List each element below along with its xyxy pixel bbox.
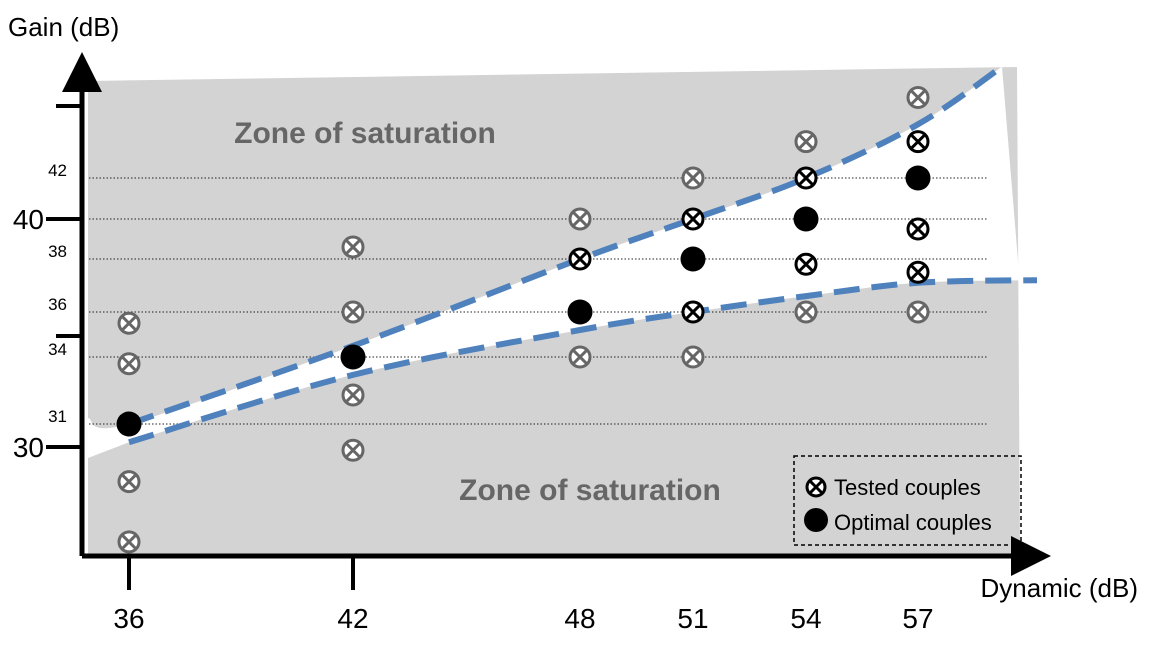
tested-marker-cross (685, 304, 701, 320)
tested-couple-marker (117, 352, 141, 376)
tested-marker-cross (910, 134, 926, 149)
tested-marker-cross (798, 170, 814, 186)
legend-label-tested: Tested couples (834, 475, 981, 500)
tested-couple-marker (568, 207, 592, 231)
optimal-couple-marker (116, 411, 142, 437)
tested-marker-cross (798, 134, 814, 149)
upper-boundary-curve (128, 64, 1004, 427)
tested-couple-marker (681, 300, 705, 324)
tested-couple-marker (906, 300, 930, 324)
tested-couple-marker (794, 300, 818, 324)
tested-couple-marker (906, 260, 930, 284)
tested-marker-cross (345, 304, 361, 320)
tested-couple-marker (681, 345, 705, 369)
zone-label-bottom: Zone of saturation (459, 474, 721, 507)
x-axis-title: Dynamic (dB) (981, 573, 1138, 603)
x-tick-label: 36 (113, 603, 144, 634)
tested-couple-marker (681, 166, 705, 190)
tested-couple-marker (117, 311, 141, 335)
tested-couple-marker (341, 235, 365, 259)
y-axis-title: Gain (dB) (8, 12, 119, 42)
tested-marker-cross (685, 349, 701, 365)
tested-marker-cross (798, 257, 814, 272)
tested-couple-marker (794, 166, 818, 190)
optimal-couple-marker (905, 165, 931, 191)
legend-tested-symbol (805, 476, 827, 498)
tested-couple-marker (568, 247, 592, 271)
feasible-region (88, 66, 1037, 459)
y-major-tick-label: 40 (13, 204, 44, 235)
tested-marker-cross (345, 239, 361, 255)
legend-optimal-symbol (804, 508, 828, 532)
x-tick-label: 42 (337, 603, 368, 634)
legend-tested-cross (809, 480, 823, 494)
y-minor-tick-label: 36 (48, 295, 67, 314)
optimal-couple-marker (340, 344, 366, 370)
tested-marker-cross (121, 356, 137, 371)
tested-couple-marker (341, 438, 365, 462)
tested-couple-marker (568, 345, 592, 369)
tested-marker-cross (798, 304, 814, 320)
x-tick-label: 54 (790, 603, 821, 634)
tested-couple-marker (117, 470, 141, 494)
x-tick-label: 51 (677, 603, 708, 634)
y-minor-tick-label: 38 (48, 242, 67, 261)
tested-marker-cross (910, 90, 926, 105)
optimal-couple-marker (680, 246, 706, 272)
tested-marker-cross (572, 251, 588, 267)
x-tick-label: 57 (902, 603, 933, 634)
tested-marker-cross (345, 387, 361, 403)
tested-marker-cross (910, 221, 926, 237)
tested-marker-cross (121, 534, 137, 550)
y-minor-tick-label: 31 (48, 407, 67, 426)
tested-marker-cross (910, 304, 926, 320)
tested-couple-marker (341, 383, 365, 407)
tested-couple-marker (794, 130, 818, 154)
tested-marker-cross (685, 211, 701, 227)
tested-marker-cross (572, 211, 588, 227)
tested-marker-cross (345, 442, 361, 458)
y-minor-tick-label: 34 (48, 340, 67, 359)
y-major-tick-label: 30 (13, 432, 44, 463)
tested-marker-cross (910, 264, 926, 280)
legend: Tested couples Optimal couples (793, 455, 1022, 546)
lower-boundary-curve (128, 277, 1038, 446)
tested-couple-marker (794, 252, 818, 276)
tested-marker-cross (685, 170, 701, 186)
tested-couple-marker (906, 86, 930, 109)
tested-couple-marker (117, 530, 141, 554)
tested-couple-marker (906, 217, 930, 241)
tested-marker-cross (572, 349, 588, 365)
legend-box (793, 455, 1022, 546)
legend-label-optimal: Optimal couples (834, 510, 992, 535)
tested-couple-marker (341, 300, 365, 324)
optimal-couple-marker (793, 206, 819, 232)
tested-marker-cross (121, 315, 137, 331)
x-tick-label: 48 (564, 603, 595, 634)
tested-couple-marker (906, 130, 930, 154)
tested-couple-marker (681, 207, 705, 231)
zone-label-top: Zone of saturation (234, 117, 496, 150)
y-minor-tick-label: 42 (48, 161, 67, 180)
optimal-couple-marker (567, 299, 593, 325)
tested-marker-cross (121, 474, 137, 489)
